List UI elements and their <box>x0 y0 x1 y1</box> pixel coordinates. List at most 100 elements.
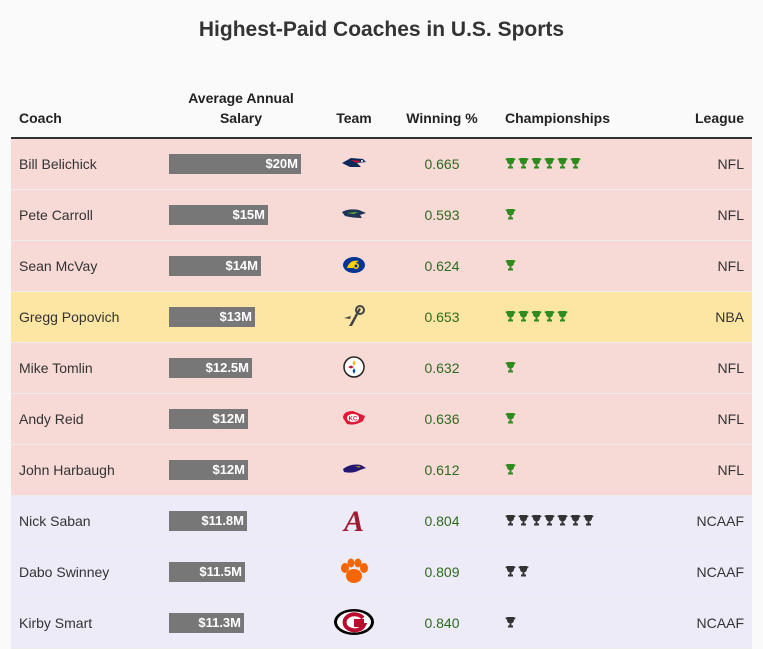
trophy-icon <box>570 513 581 529</box>
league-cell: NFL <box>647 393 752 445</box>
table-row: Mike Tomlin $12.5M 0.632 NFL <box>11 342 752 394</box>
trophy-icon <box>583 513 594 529</box>
salary-bar: $14M <box>169 256 261 276</box>
table-row: Pete Carroll $15M 0.593 NFL <box>11 189 752 241</box>
trophy-icon <box>505 615 516 631</box>
salary-cell: $12M <box>161 444 321 496</box>
coach-name: Gregg Popovich <box>11 291 161 343</box>
salary-cell: $11.5M <box>161 546 321 598</box>
trophy-icon <box>531 309 542 325</box>
clemson-logo-icon <box>339 558 369 588</box>
trophy-icon <box>518 309 529 325</box>
league-cell: NBA <box>647 291 752 343</box>
winning-pct: 0.593 <box>387 189 497 241</box>
league-cell: NCAAF <box>647 597 752 649</box>
team-cell <box>321 546 387 598</box>
salary-cell: $15M <box>161 189 321 241</box>
league-cell: NFL <box>647 444 752 496</box>
winning-pct: 0.653 <box>387 291 497 343</box>
salary-label: $13M <box>219 309 252 324</box>
salary-label: $14M <box>225 258 258 273</box>
seahawks-logo-icon <box>341 208 367 225</box>
salary-header: Average Annual Salary <box>161 88 321 139</box>
table-row: John Harbaugh $12M 0.612 NFL <box>11 444 752 496</box>
salary-label: $11.3M <box>198 615 241 630</box>
trophy-icon <box>531 513 542 529</box>
team-cell: A <box>321 495 387 547</box>
rams-logo-icon <box>341 256 367 277</box>
coach-name: Andy Reid <box>11 393 161 445</box>
championships-cell <box>497 495 647 547</box>
trophy-icon <box>505 156 516 172</box>
trophy-icon <box>505 309 516 325</box>
coach-name: Mike Tomlin <box>11 342 161 394</box>
team-cell: KC <box>321 393 387 445</box>
coach-name: Nick Saban <box>11 495 161 547</box>
salary-label: $12.5M <box>205 360 249 375</box>
trophy-icon <box>505 207 516 223</box>
ravens-logo-icon <box>341 464 367 480</box>
georgia-logo-icon <box>333 608 375 639</box>
league-cell: NFL <box>647 138 752 190</box>
steelers-logo-icon <box>342 355 366 382</box>
svg-text:A: A <box>342 505 364 535</box>
team-cell <box>321 189 387 241</box>
winning-pct: 0.624 <box>387 240 497 292</box>
salary-bar: $11.8M <box>169 511 247 531</box>
table-row: Bill Belichick $20M 0.665 NFL <box>11 138 752 190</box>
salary-bar: $12M <box>169 460 248 480</box>
winning-pct: 0.636 <box>387 393 497 445</box>
trophy-icon <box>505 513 516 529</box>
salary-cell: $11.8M <box>161 495 321 547</box>
svg-text:KC: KC <box>349 416 358 422</box>
team-cell <box>321 342 387 394</box>
winning-pct: 0.804 <box>387 495 497 547</box>
salary-cell: $13M <box>161 291 321 343</box>
team-cell <box>321 597 387 649</box>
trophy-icon <box>570 156 581 172</box>
salary-cell: $12M <box>161 393 321 445</box>
salary-bar: $11.3M <box>169 613 244 633</box>
league-cell: NFL <box>647 189 752 241</box>
table-row: Gregg Popovich $13M 0.653 NBA <box>11 291 752 343</box>
championships-cell <box>497 240 647 292</box>
alabama-logo-icon: A <box>337 505 371 538</box>
championships-cell <box>497 291 647 343</box>
championships-header: Championships <box>497 88 647 139</box>
table-row: Sean McVay $14M 0.624 NFL <box>11 240 752 292</box>
salary-label: $15M <box>232 207 265 222</box>
league-header: League <box>647 88 752 139</box>
team-header: Team <box>321 88 387 139</box>
trophy-icon <box>505 462 516 478</box>
chart-title: Highest-Paid Coaches in U.S. Sports <box>198 18 565 41</box>
team-cell <box>321 444 387 496</box>
coach-name: John Harbaugh <box>11 444 161 496</box>
team-cell <box>321 291 387 343</box>
trophy-icon <box>557 309 568 325</box>
championships-cell <box>497 597 647 649</box>
coach-name: Kirby Smart <box>11 597 161 649</box>
salary-bar: $12M <box>169 409 248 429</box>
championships-cell <box>497 342 647 394</box>
team-cell <box>321 240 387 292</box>
winning-pct: 0.840 <box>387 597 497 649</box>
trophy-icon <box>518 156 529 172</box>
championships-cell <box>497 444 647 496</box>
header-row: Coach Average Annual Salary Team Winning… <box>11 88 752 139</box>
salary-label: $11.8M <box>201 513 244 528</box>
championships-cell <box>497 393 647 445</box>
salary-bar: $11.5M <box>169 562 245 582</box>
salary-label: $12M <box>212 411 245 426</box>
trophy-icon <box>544 156 555 172</box>
championships-cell <box>497 189 647 241</box>
chiefs-logo-icon: KC <box>341 410 367 431</box>
trophy-icon <box>531 156 542 172</box>
table-row: Andy Reid $12M KC 0.636 NFL <box>11 393 752 445</box>
winning-pct: 0.809 <box>387 546 497 598</box>
spurs-logo-icon <box>341 304 367 331</box>
team-cell <box>321 138 387 190</box>
trophy-icon <box>518 564 529 580</box>
league-cell: NCAAF <box>647 495 752 547</box>
coach-name: Pete Carroll <box>11 189 161 241</box>
table-row: Kirby Smart $11.3M 0.840 NCAAF <box>11 597 752 649</box>
